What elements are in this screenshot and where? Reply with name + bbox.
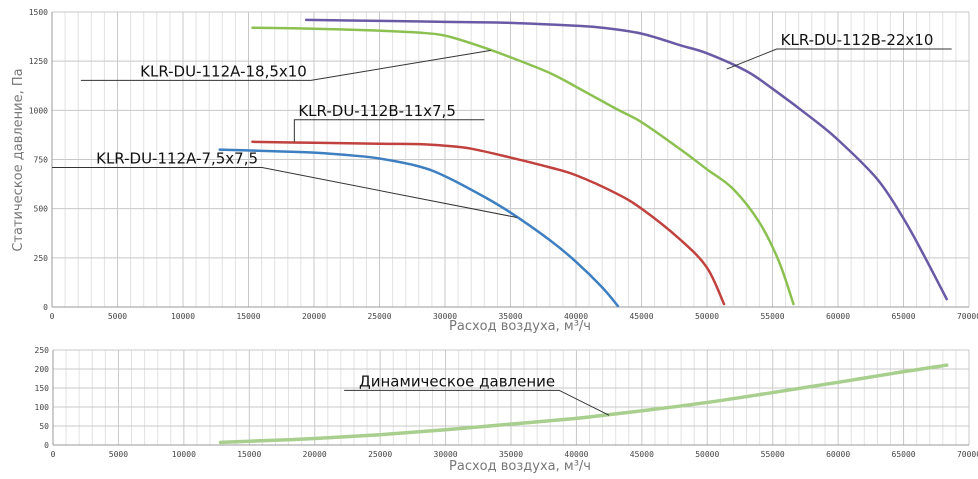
series-label: KLR-DU-112A-18,5x10 [140,62,307,80]
x-tick-label: 15000 [237,450,261,459]
x-tick-label: 65000 [892,450,916,459]
x-tick-label: 40000 [564,312,588,321]
x-tick-label: 25000 [368,450,392,459]
x-tick-label: 40000 [564,450,588,459]
x-tick-label: 45000 [630,450,654,459]
series-line-0 [218,148,620,308]
series-label-leader [293,119,485,142]
x-tick-label: 35000 [498,312,522,321]
y-tick-label: 200 [35,365,50,374]
x-tick-label: 5000 [108,312,127,321]
x-tick-label: 10000 [171,312,195,321]
x-tick-label: 55000 [760,312,784,321]
x-tick-label: 20000 [302,312,326,321]
x-tick-label: 45000 [629,312,653,321]
series-label: KLR-DU-112A-7,5x7,5 [96,150,258,168]
x-tick-label: 60000 [826,312,850,321]
bottom-x-axis-label: Расход воздуха, м³/ч [449,459,591,474]
x-tick-label: 15000 [236,312,260,321]
y-tick-label: 250 [35,346,50,355]
y-tick-label: 1000 [29,106,48,115]
series-label-leader [726,48,952,70]
x-tick-label: 50000 [695,450,719,459]
y-tick-label: 1500 [29,8,48,17]
x-tick-label: 0 [50,312,55,321]
x-tick-label: 20000 [303,450,327,459]
x-tick-label: 65000 [891,312,915,321]
y-tick-label: 0 [44,441,49,450]
top-y-axis-label: Статическое давление, Па [11,68,26,251]
series-line-1 [251,140,726,306]
y-tick-label: 250 [34,254,49,263]
x-tick-label: 35000 [499,450,523,459]
series-line-0 [218,363,949,445]
series-label-leader [52,167,518,219]
dynamic-pressure-chart: 0 50 100 150 200 250 0 5000 10000 15000 20000 25000… [35,346,978,459]
y-tick-label: 100 [35,403,50,412]
y-tick-label: 50 [39,422,49,431]
x-tick-label: 25000 [367,312,391,321]
series-label-leader [344,389,610,416]
series-label-leader [80,49,491,81]
x-tick-label: 70000 [957,450,978,459]
series-line-2 [251,26,795,306]
top-x-axis-label: Расход воздуха, м³/ч [449,319,591,334]
x-tick-label: 5000 [109,450,128,459]
y-tick-label: 500 [34,205,49,214]
x-tick-label: 70000 [957,312,978,321]
x-tick-label: 50000 [695,312,719,321]
series-label: KLR-DU-112B-11x7,5 [298,102,456,120]
x-tick-label: 60000 [826,450,850,459]
y-tick-label: 1250 [29,57,48,66]
y-tick-label: 750 [34,156,49,165]
x-tick-label: 55000 [761,450,785,459]
y-tick-label: 150 [35,384,50,393]
x-tick-label: 10000 [172,450,196,459]
x-tick-label: 0 [51,450,56,459]
series-label: KLR-DU-112B-22x10 [781,31,934,49]
series-label: Динамическое давление [359,372,555,390]
y-tick-label: 0 [43,303,48,312]
x-tick-label: 30000 [433,312,457,321]
series-line-3 [304,18,948,301]
x-tick-label: 30000 [434,450,458,459]
